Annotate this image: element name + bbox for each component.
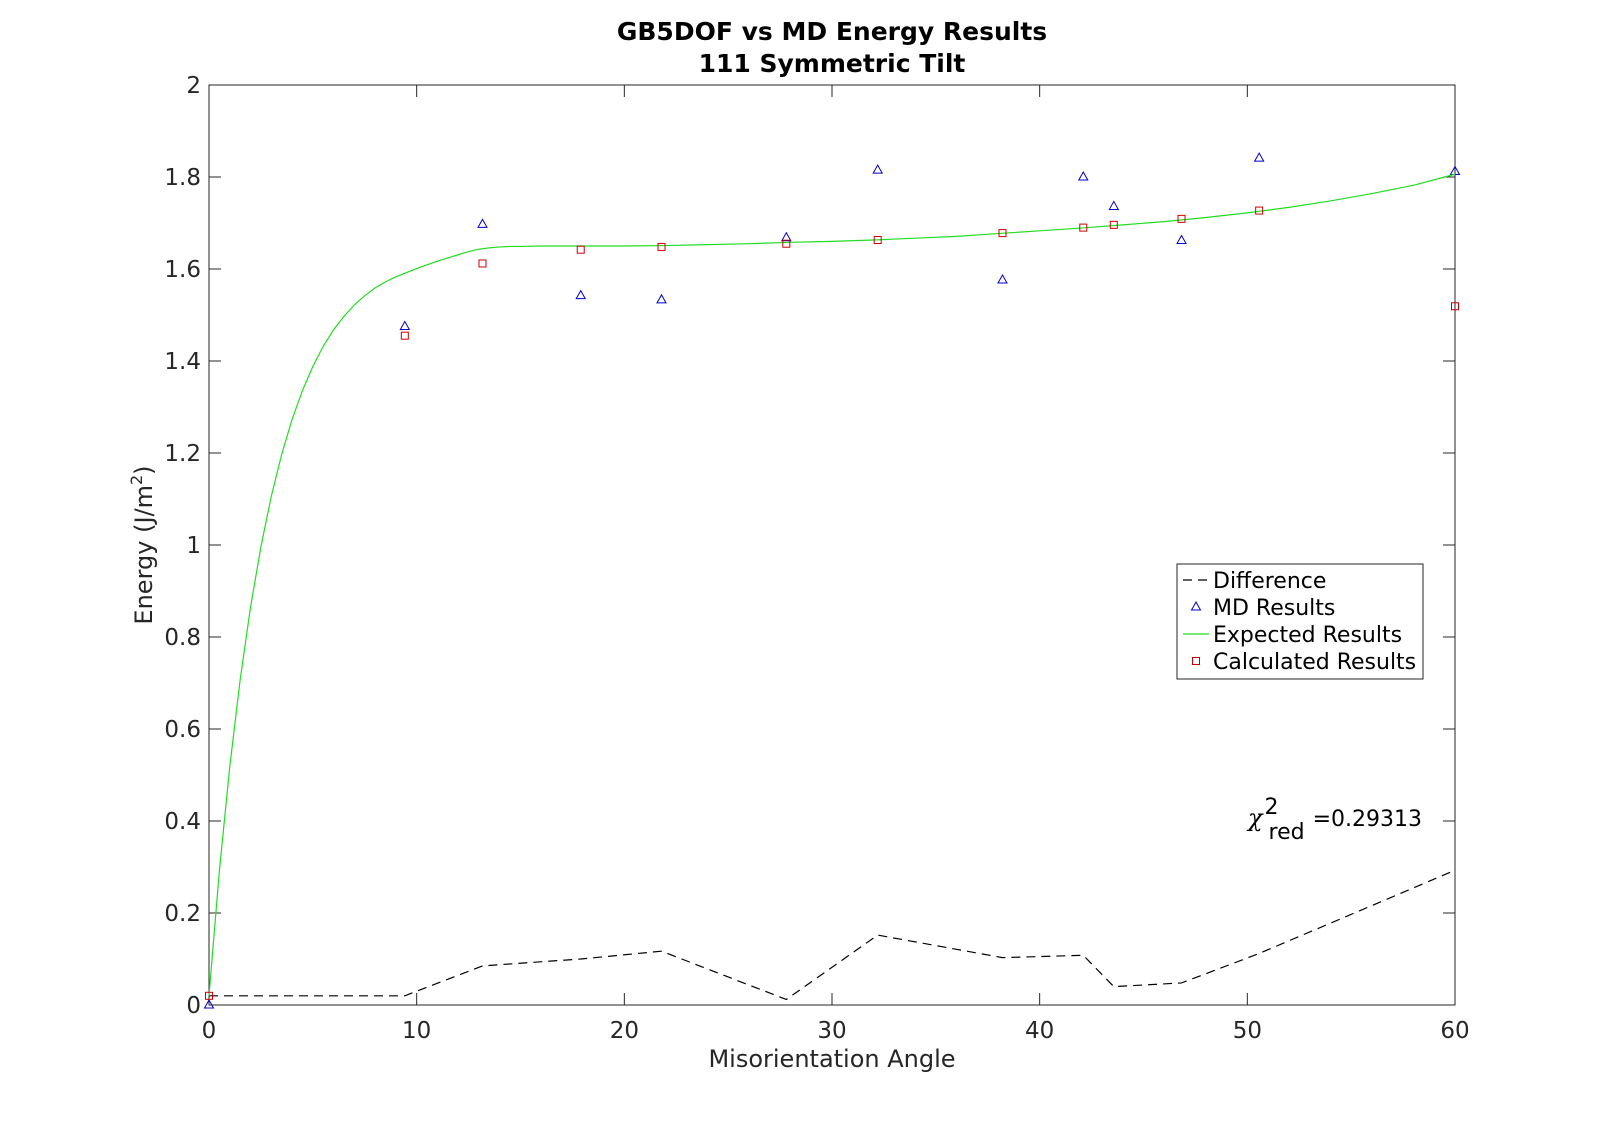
x-tick-label: 40	[1025, 1018, 1054, 1044]
legend-label: Difference	[1213, 569, 1326, 594]
calculated-result-point	[1177, 214, 1186, 223]
md-result-point	[477, 218, 488, 228]
calculated-result-point	[1255, 206, 1264, 215]
y-axis-label-sup: 2	[127, 475, 146, 485]
calculated-result-point	[400, 331, 409, 340]
series-expected-results	[208, 173, 1456, 996]
plot-area	[208, 84, 1456, 1006]
calculated-result-point	[782, 239, 791, 248]
legend-label: Calculated Results	[1213, 650, 1416, 675]
calculated-result-point	[576, 245, 585, 254]
legend-label: Expected Results	[1213, 623, 1402, 648]
md-result-point	[656, 293, 667, 304]
md-result-point	[780, 231, 792, 242]
x-tick-label: 10	[402, 1018, 431, 1044]
chart-title: GB5DOF vs MD Energy Results	[617, 17, 1047, 46]
series-calculated-results	[205, 206, 1459, 1000]
md-result-point	[575, 289, 587, 300]
series-line	[208, 173, 1456, 996]
y-tick-label: 1.8	[164, 165, 201, 191]
calculated-result-point	[1079, 223, 1088, 232]
md-result-point	[1253, 152, 1265, 162]
x-tick-label: 0	[202, 1018, 217, 1044]
y-tick-label: 0	[186, 993, 201, 1019]
md-result-point	[1176, 234, 1187, 244]
legend-item: Expected Results	[1183, 623, 1402, 648]
y-tick-label: 1.6	[164, 257, 201, 283]
y-tick-label: 0.2	[164, 901, 201, 927]
calculated-result-point	[1109, 220, 1118, 229]
x-tick-label: 20	[610, 1018, 639, 1044]
calculated-result-point	[873, 236, 882, 245]
x-tick-label: 60	[1440, 1018, 1469, 1044]
legend-item: Difference	[1183, 569, 1326, 594]
legend-label: MD Results	[1213, 596, 1335, 621]
y-tick-label: 0.4	[164, 809, 201, 835]
chi-value: =0.29313	[1313, 807, 1422, 832]
md-result-point	[399, 320, 411, 330]
series-layer	[203, 152, 1461, 1009]
chart-subtitle: 111 Symmetric Tilt	[699, 49, 966, 78]
chi-symbol: χ	[1246, 804, 1264, 832]
legend-swatch	[1192, 657, 1200, 665]
calculated-result-point	[998, 229, 1007, 238]
y-tick-label: 2	[186, 73, 201, 99]
md-result-point	[1108, 200, 1120, 210]
md-result-point	[997, 274, 1008, 284]
x-tick-label: 50	[1233, 1018, 1262, 1044]
chi-superscript: 2	[1265, 795, 1279, 820]
calculated-result-point	[205, 991, 213, 1000]
chi-squared-annotation: χ2 red =0.29313	[1246, 795, 1422, 845]
legend-item: MD Results	[1190, 596, 1335, 621]
series-line	[209, 869, 1456, 1001]
x-tick-label: 30	[817, 1018, 846, 1044]
md-result-point	[872, 164, 884, 174]
legend-swatch	[1190, 600, 1202, 611]
series-md-results	[203, 152, 1461, 1009]
calculated-result-point	[478, 259, 487, 268]
md-result-point	[203, 998, 215, 1009]
y-tick-label: 0.6	[164, 717, 201, 743]
calculated-result-point	[1451, 302, 1459, 311]
x-axis-label: Misorientation Angle	[708, 1045, 955, 1073]
y-tick-label: 1.4	[164, 349, 201, 375]
calculated-result-point	[657, 242, 666, 251]
y-tick-label: 1.2	[164, 441, 201, 467]
y-axis-label-close: )	[130, 465, 158, 474]
y-axis-label-main: Energy (J/m	[130, 485, 158, 625]
md-result-point	[1077, 170, 1089, 181]
axis-ticks: 0 10 20 30 40 50 60 0 0.2 0.4 0.6 0.8 1 1.2 1.4 1.6 1.8 2	[164, 73, 1469, 1044]
y-tick-label: 1	[186, 533, 201, 559]
y-tick-label: 0.8	[164, 625, 201, 651]
legend-box	[1176, 563, 1424, 680]
series-difference	[209, 869, 1456, 1001]
chi-subscript: red	[1269, 820, 1305, 845]
legend-item: Calculated Results	[1192, 650, 1416, 675]
y-axis-label: Energy (J/m2)	[127, 465, 158, 624]
